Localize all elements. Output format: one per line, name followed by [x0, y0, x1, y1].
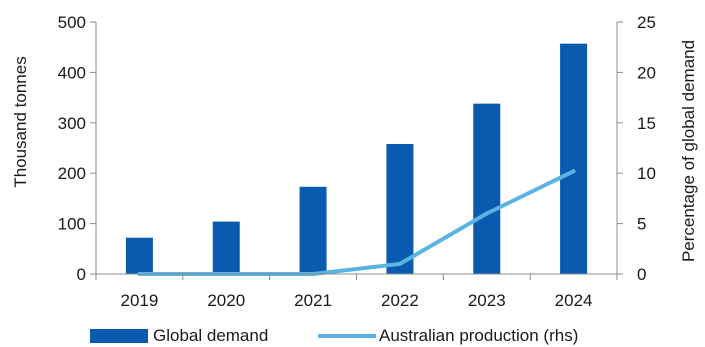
x-tick-label: 2020: [207, 291, 245, 310]
y2-tick-label: 10: [637, 164, 656, 183]
x-tick-label: 2023: [468, 291, 506, 310]
bar-2020: [212, 221, 240, 274]
y-tick-label: 200: [58, 164, 86, 183]
line-australian-production: [137, 169, 576, 276]
bar-2022: [386, 143, 414, 274]
legend-label-global-demand: Global demand: [153, 326, 268, 345]
y-tick-label: 500: [58, 13, 86, 32]
bar-2019: [125, 237, 153, 274]
y2-tick-label: 25: [637, 13, 656, 32]
y2-tick-label: 15: [637, 114, 656, 133]
legend-label-australian-production: Australian production (rhs): [379, 326, 578, 345]
y-tick-label: 400: [58, 63, 86, 82]
legend-swatch-global-demand: [90, 329, 148, 343]
bar-2021: [299, 186, 327, 274]
y-tick-label: 100: [58, 215, 86, 234]
y2-tick-label: 5: [637, 215, 646, 234]
axes-layer: 0 100 200 300 400 500 0 5 10 15 20 25 2019 2020 2021 20…: [58, 13, 656, 310]
y2-axis-title: Percentage of global demand: [679, 40, 698, 262]
x-tick-label: 2019: [121, 291, 159, 310]
y-tick-label: 300: [58, 114, 86, 133]
x-tick-label: 2022: [381, 291, 419, 310]
y-tick-label: 0: [77, 265, 86, 284]
legend: Global demand Australian production (rhs…: [90, 326, 578, 345]
y-axis-title: Thousand tonnes: [11, 56, 30, 187]
y2-tick-label: 0: [637, 265, 646, 284]
line-layer: [137, 169, 576, 276]
x-tick-label: 2024: [555, 291, 593, 310]
bar-2023: [473, 103, 501, 274]
x-tick-label: 2021: [294, 291, 332, 310]
y2-tick-label: 20: [637, 63, 656, 82]
bars-layer: [125, 43, 588, 275]
bar-2024: [560, 43, 588, 275]
